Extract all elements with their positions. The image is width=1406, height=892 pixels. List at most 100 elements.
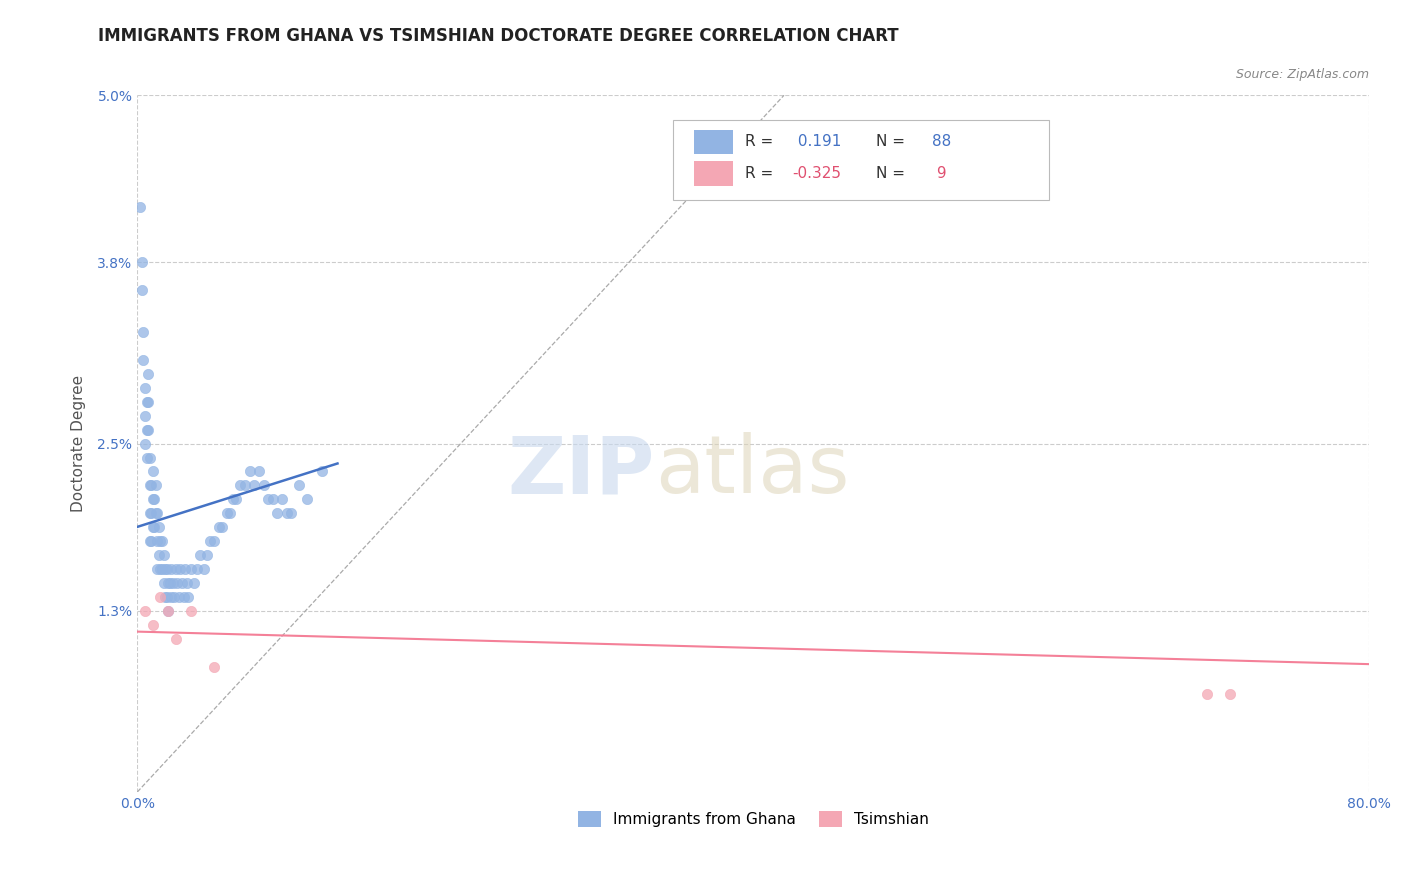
- Point: [148, 520, 170, 534]
- Point: [146, 534, 169, 549]
- Y-axis label: Doctorate Degree: Doctorate Degree: [72, 375, 86, 512]
- Point: [145, 506, 167, 520]
- Point: [132, 353, 155, 368]
- Point: [149, 534, 172, 549]
- Point: [142, 520, 165, 534]
- Point: [173, 590, 195, 604]
- Point: [170, 576, 193, 591]
- Point: [142, 492, 165, 507]
- Point: [195, 548, 218, 562]
- Point: [131, 283, 153, 297]
- Point: [138, 450, 160, 465]
- Point: [160, 562, 183, 576]
- Point: [222, 492, 245, 507]
- Point: [160, 590, 183, 604]
- Point: [167, 590, 190, 604]
- Point: [229, 478, 252, 492]
- Text: 9: 9: [932, 166, 946, 181]
- Text: IMMIGRANTS FROM GHANA VS TSIMSHIAN DOCTORATE DEGREE CORRELATION CHART: IMMIGRANTS FROM GHANA VS TSIMSHIAN DOCTO…: [98, 27, 898, 45]
- Point: [276, 506, 298, 520]
- Point: [157, 604, 180, 618]
- Point: [165, 632, 187, 646]
- Point: [162, 576, 184, 591]
- Point: [141, 506, 163, 520]
- Point: [262, 492, 284, 507]
- Point: [138, 506, 160, 520]
- Point: [257, 492, 280, 507]
- Point: [150, 562, 173, 576]
- Point: [138, 478, 160, 492]
- Point: [295, 492, 318, 507]
- Point: [134, 436, 156, 450]
- Point: [149, 590, 172, 604]
- Point: [266, 506, 288, 520]
- Point: [153, 562, 176, 576]
- Point: [288, 478, 311, 492]
- Point: [176, 576, 198, 591]
- Point: [180, 604, 202, 618]
- Text: -0.325: -0.325: [793, 166, 842, 181]
- Point: [146, 506, 169, 520]
- Text: ZIP: ZIP: [508, 433, 655, 510]
- Legend: Immigrants from Ghana, Tsimshian: Immigrants from Ghana, Tsimshian: [572, 805, 935, 833]
- Point: [166, 576, 188, 591]
- Point: [136, 394, 159, 409]
- Point: [165, 562, 187, 576]
- Point: [153, 590, 176, 604]
- Point: [146, 562, 169, 576]
- Point: [134, 381, 156, 395]
- Text: N =: N =: [876, 135, 910, 150]
- Point: [150, 534, 173, 549]
- Text: Source: ZipAtlas.com: Source: ZipAtlas.com: [1236, 69, 1369, 81]
- Point: [157, 604, 180, 618]
- Point: [134, 604, 156, 618]
- Point: [218, 506, 240, 520]
- Text: N =: N =: [876, 166, 910, 181]
- Bar: [695, 130, 734, 154]
- Point: [233, 478, 256, 492]
- Point: [135, 394, 157, 409]
- Point: [280, 506, 302, 520]
- Point: [155, 562, 177, 576]
- Point: [239, 465, 262, 479]
- Point: [141, 478, 163, 492]
- Point: [136, 423, 159, 437]
- Point: [155, 590, 177, 604]
- Point: [211, 520, 233, 534]
- Point: [141, 534, 163, 549]
- Text: R =: R =: [745, 166, 778, 181]
- Point: [149, 562, 172, 576]
- Point: [183, 576, 205, 591]
- Point: [208, 520, 231, 534]
- Point: [225, 492, 247, 507]
- Point: [247, 465, 270, 479]
- Point: [136, 367, 159, 381]
- Point: [135, 423, 157, 437]
- Point: [134, 409, 156, 423]
- Point: [174, 562, 197, 576]
- Point: [135, 450, 157, 465]
- Point: [311, 465, 333, 479]
- Point: [152, 576, 174, 591]
- Bar: [695, 161, 734, 186]
- Point: [180, 562, 202, 576]
- Point: [148, 548, 170, 562]
- Point: [159, 576, 181, 591]
- Point: [143, 520, 166, 534]
- Point: [138, 534, 160, 549]
- Point: [215, 506, 238, 520]
- Point: [157, 576, 180, 591]
- Point: [129, 200, 152, 214]
- Point: [169, 562, 191, 576]
- Point: [142, 465, 165, 479]
- Point: [190, 548, 212, 562]
- Point: [145, 478, 167, 492]
- Text: R =: R =: [745, 135, 778, 150]
- Point: [1219, 687, 1241, 701]
- Point: [163, 590, 186, 604]
- Point: [271, 492, 294, 507]
- Text: 88: 88: [932, 135, 950, 150]
- Point: [186, 562, 208, 576]
- Text: atlas: atlas: [655, 433, 849, 510]
- Point: [132, 325, 155, 339]
